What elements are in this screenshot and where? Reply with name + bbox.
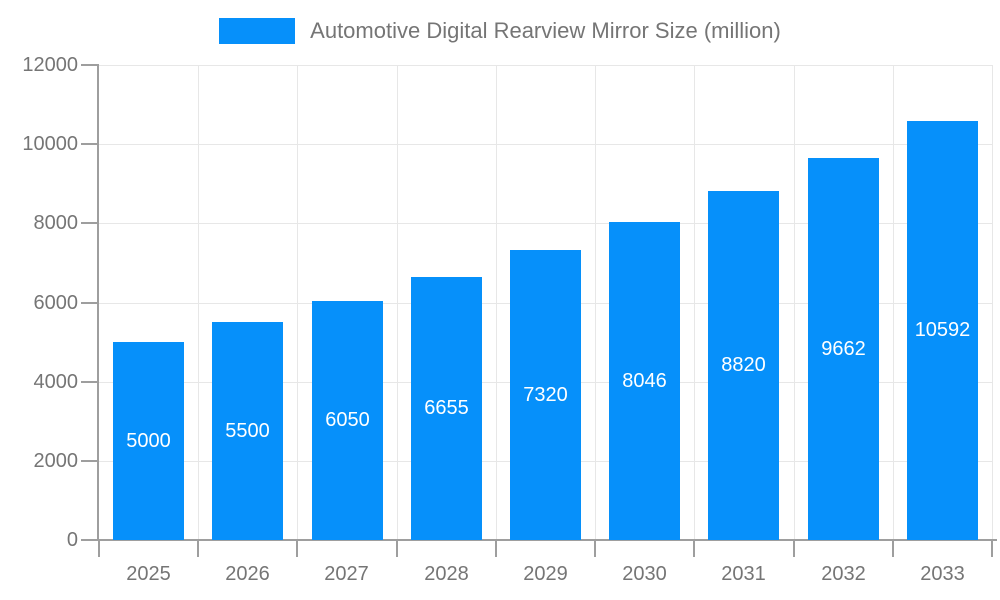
x-gridline (893, 65, 894, 540)
x-gridline (694, 65, 695, 540)
bar: 8046 (609, 222, 680, 540)
x-axis-tick (197, 540, 199, 557)
bar: 8820 (708, 191, 779, 540)
legend-label: Automotive Digital Rearview Mirror Size … (310, 18, 781, 43)
y-axis-label: 10000 (22, 133, 78, 155)
x-axis-tick (396, 540, 398, 557)
x-axis-tick (495, 540, 497, 557)
bar-value-label: 10592 (914, 319, 971, 341)
y-gridline (99, 223, 992, 224)
bar-value-label: 5000 (126, 429, 171, 452)
y-axis-tick (81, 539, 99, 541)
x-axis-label: 2031 (721, 563, 766, 585)
y-axis-tick (81, 222, 99, 224)
x-axis-line (97, 539, 997, 541)
x-axis-label: 2030 (622, 563, 667, 585)
x-axis-tick (693, 540, 695, 557)
y-gridline (99, 144, 992, 145)
x-axis-label: 2029 (523, 563, 568, 585)
bar: 5500 (212, 322, 283, 540)
x-axis-label: 2033 (920, 563, 965, 585)
x-gridline (595, 65, 596, 540)
y-axis-label: 0 (66, 529, 78, 551)
x-axis-tick (793, 540, 795, 557)
y-gridline (99, 65, 992, 66)
x-gridline (397, 65, 398, 540)
bar-value-label: 8046 (622, 369, 667, 392)
y-axis-tick (81, 302, 99, 304)
y-axis-label: 8000 (33, 212, 79, 234)
x-axis-tick (98, 540, 100, 557)
bar: 7320 (510, 250, 581, 540)
y-axis-label: 2000 (33, 450, 79, 472)
x-axis-label: 2026 (225, 563, 270, 585)
bar-value-label: 6655 (424, 397, 469, 419)
x-axis-label: 2032 (821, 563, 866, 585)
x-axis-tick (594, 540, 596, 557)
x-gridline (794, 65, 795, 540)
bar: 9662 (808, 158, 879, 540)
legend-swatch (219, 18, 296, 44)
y-axis-tick (81, 64, 99, 66)
x-axis-label: 2027 (324, 563, 369, 585)
bar-value-label: 7320 (523, 383, 568, 406)
x-gridline (297, 65, 298, 540)
y-axis-label: 6000 (33, 292, 79, 314)
bar: 10592 (907, 121, 978, 540)
bar: 6050 (312, 301, 383, 540)
bar-value-label: 5500 (225, 419, 270, 442)
y-axis-line (97, 65, 99, 540)
bar-value-label: 8820 (721, 354, 766, 376)
y-axis-label: 12000 (22, 54, 78, 76)
bar-value-label: 9662 (821, 337, 866, 360)
x-gridline (992, 65, 993, 540)
x-axis-tick (296, 540, 298, 557)
x-axis-label: 2028 (424, 563, 469, 585)
y-axis-tick (81, 460, 99, 462)
x-axis-tick (991, 540, 993, 557)
y-axis-tick (81, 143, 99, 145)
y-axis-tick (81, 381, 99, 383)
bar: 6655 (411, 277, 482, 540)
x-axis-label: 2025 (126, 563, 171, 585)
bar: 5000 (113, 342, 184, 540)
legend: Automotive Digital Rearview Mirror Size … (0, 18, 1000, 44)
bar-value-label: 6050 (325, 409, 370, 431)
x-gridline (198, 65, 199, 540)
x-axis-tick (892, 540, 894, 557)
x-gridline (496, 65, 497, 540)
y-axis-label: 4000 (33, 371, 79, 393)
